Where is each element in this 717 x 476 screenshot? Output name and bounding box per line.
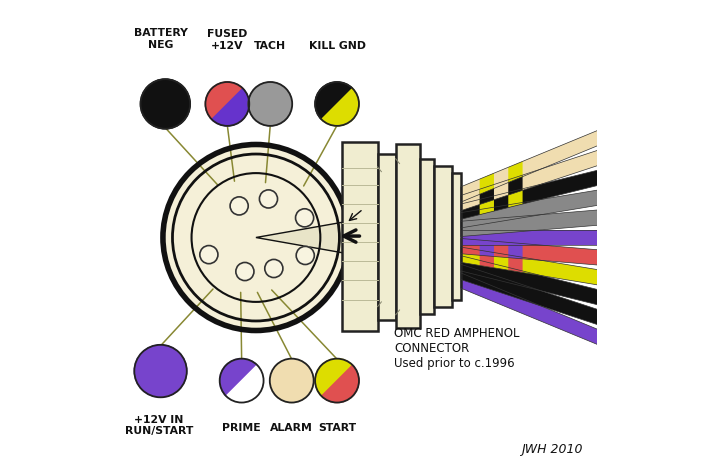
Circle shape bbox=[141, 80, 190, 129]
Circle shape bbox=[265, 260, 283, 278]
Polygon shape bbox=[480, 240, 494, 257]
Text: ALARM: ALARM bbox=[270, 422, 313, 432]
Polygon shape bbox=[460, 239, 599, 266]
Text: PRIME: PRIME bbox=[222, 422, 261, 432]
Wedge shape bbox=[321, 365, 359, 403]
Circle shape bbox=[134, 345, 187, 397]
Polygon shape bbox=[452, 174, 460, 300]
Circle shape bbox=[295, 209, 313, 228]
Polygon shape bbox=[460, 265, 599, 326]
Polygon shape bbox=[480, 251, 494, 268]
Polygon shape bbox=[508, 243, 523, 259]
Polygon shape bbox=[508, 189, 523, 208]
Polygon shape bbox=[460, 248, 599, 286]
Wedge shape bbox=[321, 89, 359, 127]
Wedge shape bbox=[219, 359, 257, 397]
Circle shape bbox=[200, 246, 218, 264]
Text: KILL GND: KILL GND bbox=[308, 41, 366, 51]
Polygon shape bbox=[434, 167, 452, 307]
Text: OMC RED AMPHENOL
CONNECTOR
Used prior to c.1996: OMC RED AMPHENOL CONNECTOR Used prior to… bbox=[394, 326, 520, 369]
Polygon shape bbox=[460, 210, 599, 237]
Polygon shape bbox=[342, 143, 378, 331]
Polygon shape bbox=[460, 170, 599, 220]
Circle shape bbox=[270, 359, 313, 403]
Polygon shape bbox=[508, 176, 523, 196]
Wedge shape bbox=[256, 221, 355, 255]
Polygon shape bbox=[460, 273, 599, 346]
Wedge shape bbox=[205, 83, 243, 120]
Polygon shape bbox=[480, 185, 494, 205]
Circle shape bbox=[248, 83, 293, 127]
Text: TACH: TACH bbox=[255, 41, 286, 51]
Polygon shape bbox=[460, 256, 599, 306]
Text: START: START bbox=[318, 422, 356, 432]
Polygon shape bbox=[396, 145, 419, 328]
Polygon shape bbox=[508, 255, 523, 273]
Polygon shape bbox=[480, 174, 494, 195]
Text: BATTERY
NEG: BATTERY NEG bbox=[133, 29, 187, 50]
Wedge shape bbox=[212, 89, 250, 127]
Wedge shape bbox=[315, 359, 353, 397]
Polygon shape bbox=[419, 159, 434, 314]
Circle shape bbox=[163, 145, 349, 331]
Wedge shape bbox=[226, 365, 264, 403]
Circle shape bbox=[236, 263, 254, 281]
Polygon shape bbox=[460, 230, 599, 246]
Wedge shape bbox=[315, 83, 353, 120]
Polygon shape bbox=[378, 155, 396, 320]
Text: +12V IN
RUN/START: +12V IN RUN/START bbox=[125, 414, 194, 436]
Circle shape bbox=[296, 247, 314, 265]
Polygon shape bbox=[460, 150, 599, 211]
Polygon shape bbox=[508, 162, 523, 183]
Text: FUSED
+12V: FUSED +12V bbox=[207, 30, 247, 51]
Polygon shape bbox=[460, 190, 599, 228]
Circle shape bbox=[230, 198, 248, 216]
Text: JWH 2010: JWH 2010 bbox=[521, 442, 583, 455]
Polygon shape bbox=[460, 130, 599, 203]
Polygon shape bbox=[480, 197, 494, 215]
Circle shape bbox=[260, 190, 277, 208]
